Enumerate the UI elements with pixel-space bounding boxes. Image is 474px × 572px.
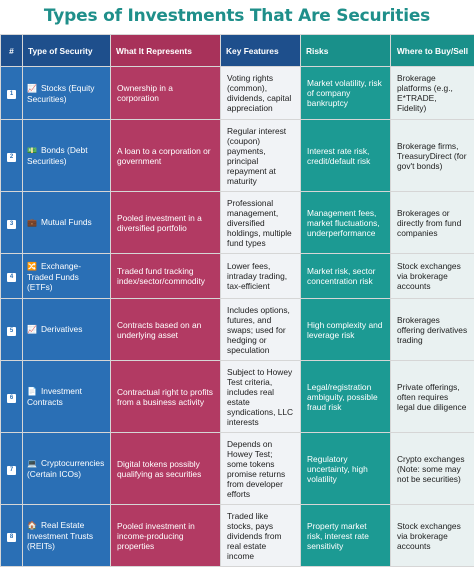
represents-cell: Contractual right to profits from a busi… <box>110 360 221 433</box>
type-cell: 🔀 Exchange-Traded Funds (ETFs) <box>22 253 111 299</box>
risks-cell: Legal/registration ambiguity, possible f… <box>300 360 391 433</box>
represents-cell: A loan to a corporation or government <box>110 119 221 192</box>
money-icon: 💵 <box>27 146 37 155</box>
page-title: Types of Investments That Are Securities <box>43 6 431 26</box>
chart-icon: 📈 <box>27 325 37 334</box>
laptop-icon: 💻 <box>27 459 37 468</box>
represents-cell: Ownership in a corporation <box>110 66 221 120</box>
header-where: Where to Buy/Sell <box>390 34 474 67</box>
type-cell: 📄 Investment Contracts <box>22 360 111 433</box>
type-cell: 💻 Cryptocurrencies (Certain ICOs) <box>22 432 111 505</box>
row-number: 5 <box>0 298 23 361</box>
type-label: Mutual Funds <box>40 217 92 227</box>
row-number-badge: 8 <box>7 532 16 542</box>
where-cell: Private offerings, often requires legal … <box>390 360 474 433</box>
table-row: 6 📄 Investment Contracts Contractual righ… <box>0 360 474 433</box>
where-cell: Crypto exchanges (Note: some may not be … <box>390 432 474 505</box>
where-cell: Stock exchanges via brokerage accounts <box>390 253 474 299</box>
type-label: Cryptocurrencies (Certain ICOs) <box>27 458 105 479</box>
header-risks: Risks <box>300 34 391 67</box>
features-cell: Subject to Howey Test criteria, includes… <box>220 360 301 433</box>
header-type: Type of Security <box>22 34 111 67</box>
table-row: 4 🔀 Exchange-Traded Funds (ETFs) Traded f… <box>0 253 474 299</box>
row-number: 4 <box>0 253 23 299</box>
risks-cell: Regulatory uncertainty, high volatility <box>300 432 391 505</box>
row-number-badge: 4 <box>7 273 16 282</box>
table-row: 3 💼 Mutual Funds Pooled investment in a d… <box>0 191 474 254</box>
where-cell: Brokerages or directly from fund compani… <box>390 191 474 254</box>
house-icon: 🏠 <box>27 521 37 530</box>
table-row: 5 📈 Derivatives Contracts based on an und… <box>0 298 474 361</box>
features-cell: Regular interest (coupon) payments, prin… <box>220 119 301 192</box>
risks-cell: Management fees, market fluctuations, un… <box>300 191 391 254</box>
header-represents: What It Represents <box>110 34 221 67</box>
represents-cell: Traded fund tracking index/sector/commod… <box>110 253 221 299</box>
type-cell: 💼 Mutual Funds <box>22 191 111 254</box>
row-number-badge: 5 <box>7 326 16 336</box>
table-row: 1 📈 Stocks (Equity Securities) Ownership … <box>0 66 474 120</box>
risks-cell: Market volatility, risk of company bankr… <box>300 66 391 120</box>
row-number: 3 <box>0 191 23 254</box>
where-cell: Stock exchanges via brokerage accounts <box>390 504 474 567</box>
features-cell: Depends on Howey Test; some tokens promi… <box>220 432 301 505</box>
risks-cell: Market risk, sector concentration risk <box>300 253 391 299</box>
row-number: 6 <box>0 360 23 433</box>
features-cell: Traded like stocks, pays dividends from … <box>220 504 301 567</box>
header-number: # <box>0 34 23 67</box>
where-cell: Brokerage platforms (e.g., E*TRADE, Fide… <box>390 66 474 120</box>
type-label: Investment Contracts <box>27 386 82 407</box>
row-number-badge: 3 <box>7 219 16 229</box>
type-cell: 💵 Bonds (Debt Securities) <box>22 119 111 192</box>
represents-cell: Digital tokens possibly qualifying as se… <box>110 432 221 505</box>
type-cell: 📈 Derivatives <box>22 298 111 361</box>
type-cell: 🏠 Real Estate Investment Trusts (REITs) <box>22 504 111 567</box>
type-label: Derivatives <box>40 324 83 334</box>
risks-cell: Interest rate risk, credit/default risk <box>300 119 391 192</box>
features-cell: Lower fees, intraday trading, tax-effici… <box>220 253 301 299</box>
row-number-badge: 2 <box>7 152 16 162</box>
chart-icon: 📈 <box>27 83 37 93</box>
represents-cell: Contracts based on an underlying asset <box>110 298 221 361</box>
risks-cell: High complexity and leverage risk <box>300 298 391 361</box>
shuffle-icon: 🔀 <box>27 261 37 271</box>
features-cell: Professional management, diversified hol… <box>220 191 301 254</box>
features-cell: Includes options, futures, and swaps; us… <box>220 298 301 361</box>
table-row: 7 💻 Cryptocurrencies (Certain ICOs) Digit… <box>0 432 474 505</box>
row-number: 7 <box>0 432 23 505</box>
where-cell: Brokerages offering derivatives trading <box>390 298 474 361</box>
type-label: Real Estate Investment Trusts (REITs) <box>27 520 94 551</box>
table-row: 2 💵 Bonds (Debt Securities) A loan to a c… <box>0 119 474 192</box>
type-label: Bonds (Debt Securities) <box>27 145 88 166</box>
row-number: 8 <box>0 504 23 567</box>
row-number-badge: 1 <box>7 90 16 99</box>
represents-cell: Pooled investment in income-producing pr… <box>110 504 221 567</box>
represents-cell: Pooled investment in a diversified portf… <box>110 191 221 254</box>
briefcase-icon: 💼 <box>27 218 37 227</box>
where-cell: Brokerage firms, TreasuryDirect (for gov… <box>390 119 474 192</box>
features-cell: Voting rights (common), dividends, capit… <box>220 66 301 120</box>
type-label: Stocks (Equity Securities) <box>27 82 95 104</box>
row-number-badge: 7 <box>7 465 16 475</box>
header-features: Key Features <box>220 34 301 67</box>
risks-cell: Property market risk, interest rate sens… <box>300 504 391 567</box>
row-number-badge: 6 <box>7 393 16 403</box>
document-icon: 📄 <box>27 387 37 396</box>
type-cell: 📈 Stocks (Equity Securities) <box>22 66 111 120</box>
table-row: 8 🏠 Real Estate Investment Trusts (REITs)… <box>0 504 474 567</box>
row-number: 1 <box>0 66 23 120</box>
table-header-row: # Type of Security What It Represents Ke… <box>0 34 474 67</box>
securities-table: # Type of Security What It Represents Ke… <box>0 34 474 567</box>
type-label: Exchange-Traded Funds (ETFs) <box>27 260 82 292</box>
row-number: 2 <box>0 119 23 192</box>
